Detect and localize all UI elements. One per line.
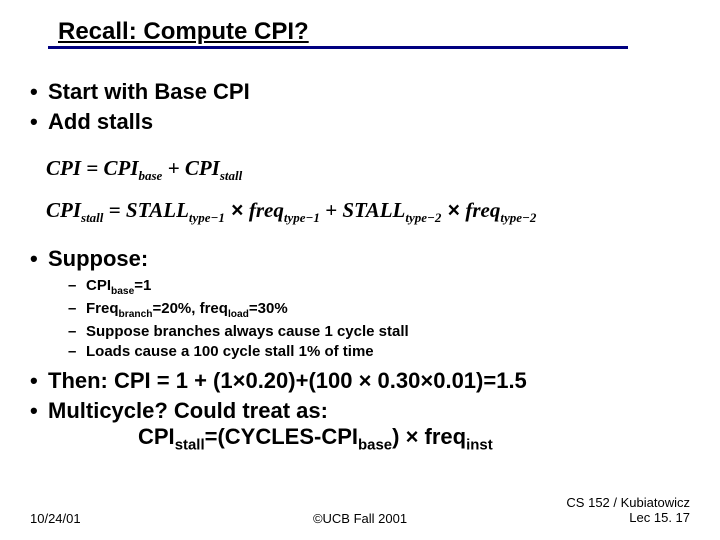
mc-c: =(CYCLES-CPI bbox=[205, 424, 358, 449]
equation-2: CPIstall = STALLtype−1 × freqtype−1 + ST… bbox=[46, 189, 690, 232]
footer: 10/24/01 ©UCB Fall 2001 CS 152 / Kubiato… bbox=[30, 495, 690, 526]
footer-date: 10/24/01 bbox=[30, 511, 81, 526]
eq2-t1s: type−1 bbox=[189, 210, 225, 225]
sub-4: Loads cause a 100 cycle stall 1% of time bbox=[48, 342, 690, 362]
s1c: =1 bbox=[134, 277, 151, 294]
bullet-4: Then: CPI = 1 + (1×0.20)+(100 × 0.30×0.0… bbox=[30, 368, 690, 394]
s1a: CPI bbox=[86, 277, 111, 294]
mc-d: base bbox=[358, 437, 392, 454]
s2d: load bbox=[228, 309, 249, 320]
equation-1: CPI = CPIbase + CPIstall bbox=[46, 147, 690, 189]
s2a: Freq bbox=[86, 300, 119, 317]
s2b: branch bbox=[119, 309, 153, 320]
equation-block: CPI = CPIbase + CPIstall CPIstall = STAL… bbox=[46, 147, 690, 232]
mc-e: ) × freq bbox=[392, 424, 466, 449]
sub-1: CPIbase=1 bbox=[48, 276, 690, 299]
footer-copyright: ©UCB Fall 2001 bbox=[313, 511, 407, 526]
eq2-x2: × bbox=[441, 199, 465, 222]
eq2-lhs: CPI bbox=[46, 198, 81, 222]
eq2-x1: × bbox=[225, 199, 249, 222]
bullet-5: Multicycle? Could treat as: CPIstall=(CY… bbox=[30, 398, 690, 453]
eq2-t4s: type−2 bbox=[500, 210, 536, 225]
eq1-eq: = bbox=[81, 156, 103, 180]
eq1-plus: + bbox=[162, 156, 184, 180]
s2e: =30% bbox=[249, 300, 288, 317]
eq2-lhss: stall bbox=[81, 210, 103, 225]
eq2-eq: = bbox=[103, 198, 125, 222]
footer-right2: Lec 15. 17 bbox=[566, 510, 690, 526]
eq2-t2s: type−1 bbox=[284, 210, 320, 225]
bullet-3: Suppose: CPIbase=1 Freqbranch=20%, freql… bbox=[30, 246, 690, 362]
slide-title: Recall: Compute CPI? bbox=[58, 18, 309, 48]
suppose-list: Suppose: CPIbase=1 Freqbranch=20%, freql… bbox=[30, 246, 690, 453]
sub-3: Suppose branches always cause 1 cycle st… bbox=[48, 322, 690, 342]
eq2-t3: STALL bbox=[342, 198, 405, 222]
eq2-t1: STALL bbox=[126, 198, 189, 222]
s2c: =20%, freq bbox=[152, 300, 227, 317]
bullet-1: Start with Base CPI bbox=[30, 79, 690, 105]
sub-bullet-list: CPIbase=1 Freqbranch=20%, freqload=30% S… bbox=[48, 276, 690, 362]
main-bullet-list: Start with Base CPI Add stalls bbox=[30, 79, 690, 135]
eq1-lhs: CPI bbox=[46, 156, 81, 180]
mc-b: stall bbox=[175, 437, 205, 454]
bullet-3-text: Suppose: bbox=[48, 246, 148, 271]
bullet-2: Add stalls bbox=[30, 109, 690, 135]
eq2-t2: freq bbox=[249, 198, 284, 222]
eq2-plus: + bbox=[320, 198, 342, 222]
footer-right1: CS 152 / Kubiatowicz bbox=[566, 495, 690, 511]
eq2-t4: freq bbox=[465, 198, 500, 222]
mc-a: CPI bbox=[138, 424, 175, 449]
eq1-t1: CPI bbox=[103, 156, 138, 180]
sub-2: Freqbranch=20%, freqload=30% bbox=[48, 299, 690, 322]
s1b: base bbox=[111, 286, 134, 297]
multicycle-equation: CPIstall=(CYCLES-CPIbase) × freqinst bbox=[138, 424, 690, 453]
eq1-t1s: base bbox=[139, 168, 163, 183]
eq2-t3s: type−2 bbox=[405, 210, 441, 225]
eq1-t2s: stall bbox=[220, 168, 242, 183]
mc-f: inst bbox=[466, 437, 493, 454]
eq1-t2: CPI bbox=[185, 156, 220, 180]
title-block: Recall: Compute CPI? bbox=[58, 18, 690, 49]
footer-course: CS 152 / Kubiatowicz Lec 15. 17 bbox=[566, 495, 690, 526]
bullet-5-text: Multicycle? Could treat as: bbox=[48, 398, 328, 423]
